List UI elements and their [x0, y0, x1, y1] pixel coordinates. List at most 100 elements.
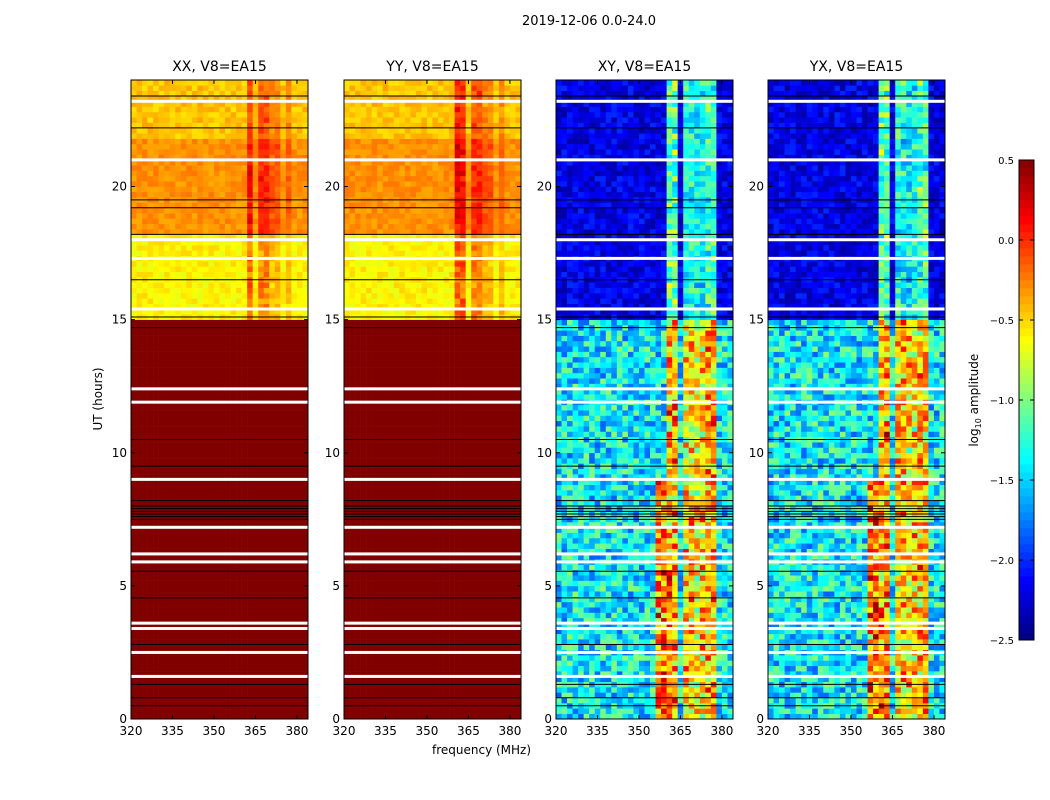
heatmap-cell — [241, 186, 248, 193]
heatmap-cell — [158, 106, 165, 113]
heatmap-cell — [399, 697, 406, 704]
heatmap-cell — [274, 394, 281, 400]
heatmap-cell — [142, 362, 148, 368]
heatmap-cell — [269, 553, 276, 560]
heatmap-cell — [142, 548, 148, 555]
heatmap-cell — [197, 293, 204, 299]
heatmap-cell — [225, 170, 231, 177]
heatmap-cell — [426, 655, 433, 661]
heatmap-cell — [471, 639, 478, 645]
heatmap-cell — [147, 138, 154, 145]
heatmap-cell — [180, 484, 187, 491]
heatmap-cell — [247, 564, 253, 571]
heatmap-cell — [274, 426, 281, 432]
heatmap-cell — [197, 282, 204, 288]
heatmap-cell — [164, 404, 171, 411]
heatmap-cell — [498, 543, 505, 549]
heatmap-cell — [274, 564, 281, 571]
heatmap-cell — [191, 687, 198, 693]
heatmap-cell — [269, 713, 276, 720]
heatmap-cell — [291, 394, 298, 400]
heatmap-cell — [465, 692, 472, 699]
heatmap-cell — [158, 591, 165, 597]
heatmap-cell — [296, 330, 303, 336]
heatmap-cell — [291, 548, 298, 555]
heatmap-cell — [302, 623, 309, 629]
heatmap-cell — [280, 111, 287, 118]
heatmap-cell — [142, 585, 148, 592]
heatmap-cell — [147, 447, 154, 454]
heatmap-cell — [225, 90, 231, 97]
heatmap-cell — [366, 660, 372, 667]
heatmap-cell — [131, 426, 137, 432]
heatmap-cell — [208, 617, 215, 624]
heatmap-cell — [175, 420, 182, 427]
heatmap-cell — [147, 601, 154, 608]
heatmap-cell — [197, 420, 204, 427]
heatmap-cell — [153, 601, 159, 608]
heatmap-cell — [247, 223, 253, 230]
heatmap-cell — [158, 474, 165, 480]
heatmap-cell — [236, 143, 242, 150]
heatmap-cell — [296, 372, 303, 379]
heatmap-cell — [415, 564, 422, 571]
heatmap-cell — [208, 372, 215, 379]
heatmap-cell — [202, 229, 209, 235]
heatmap-cell — [208, 628, 215, 635]
heatmap-cell — [147, 372, 154, 379]
heatmap-cell — [241, 458, 248, 464]
heatmap-cell — [258, 282, 265, 288]
heatmap-cell — [153, 138, 159, 145]
heatmap-cell — [208, 580, 215, 587]
heatmap-cell — [175, 415, 182, 422]
heatmap-cell — [296, 186, 303, 193]
heatmap-cell — [158, 362, 165, 368]
heatmap-cell — [454, 639, 461, 645]
heatmap-cell — [274, 623, 281, 629]
heatmap-cell — [175, 628, 182, 635]
heatmap-cell — [247, 383, 253, 390]
heatmap-cell — [219, 596, 226, 603]
heatmap-cell — [493, 708, 500, 714]
heatmap-cell — [208, 410, 215, 416]
heatmap-cell — [263, 293, 270, 299]
heatmap-cell — [504, 697, 511, 704]
heatmap-cell — [421, 575, 428, 581]
heatmap-cell — [258, 553, 265, 560]
heatmap-cell — [302, 521, 309, 528]
heatmap-cell — [291, 623, 298, 629]
heatmap-cell — [371, 639, 378, 645]
heatmap-cell — [142, 404, 148, 411]
heatmap-cell — [280, 143, 287, 150]
heatmap-cell — [225, 676, 231, 683]
heatmap-cell — [399, 580, 406, 587]
heatmap-cell — [136, 596, 143, 603]
heatmap-cell — [460, 713, 466, 720]
heatmap-cell — [180, 90, 187, 97]
heatmap-cell — [432, 687, 439, 693]
heatmap-cell — [158, 490, 165, 496]
heatmap-cell — [388, 633, 395, 640]
heatmap-cell — [191, 601, 198, 608]
heatmap-cell — [164, 474, 171, 480]
heatmap-cell — [208, 245, 215, 251]
heatmap-cell — [208, 340, 215, 347]
heatmap-cell — [147, 537, 154, 544]
heatmap-cell — [274, 479, 281, 486]
flagged-row — [131, 158, 308, 162]
heatmap-cell — [208, 170, 215, 177]
heatmap-cell — [280, 569, 287, 576]
heatmap-cell — [269, 537, 276, 544]
heatmap-cell — [410, 708, 417, 714]
heatmap-cell — [164, 431, 171, 438]
heatmap-cell — [158, 521, 165, 528]
heatmap-cell — [225, 218, 231, 225]
heatmap-cell — [131, 250, 137, 257]
heatmap-cell — [269, 687, 276, 693]
heatmap-cell — [349, 644, 356, 651]
heatmap-cell — [291, 521, 298, 528]
heatmap-cell — [241, 415, 248, 422]
heatmap-cell — [382, 665, 389, 672]
heatmap-cell — [169, 245, 176, 251]
heatmap-cell — [252, 676, 259, 683]
